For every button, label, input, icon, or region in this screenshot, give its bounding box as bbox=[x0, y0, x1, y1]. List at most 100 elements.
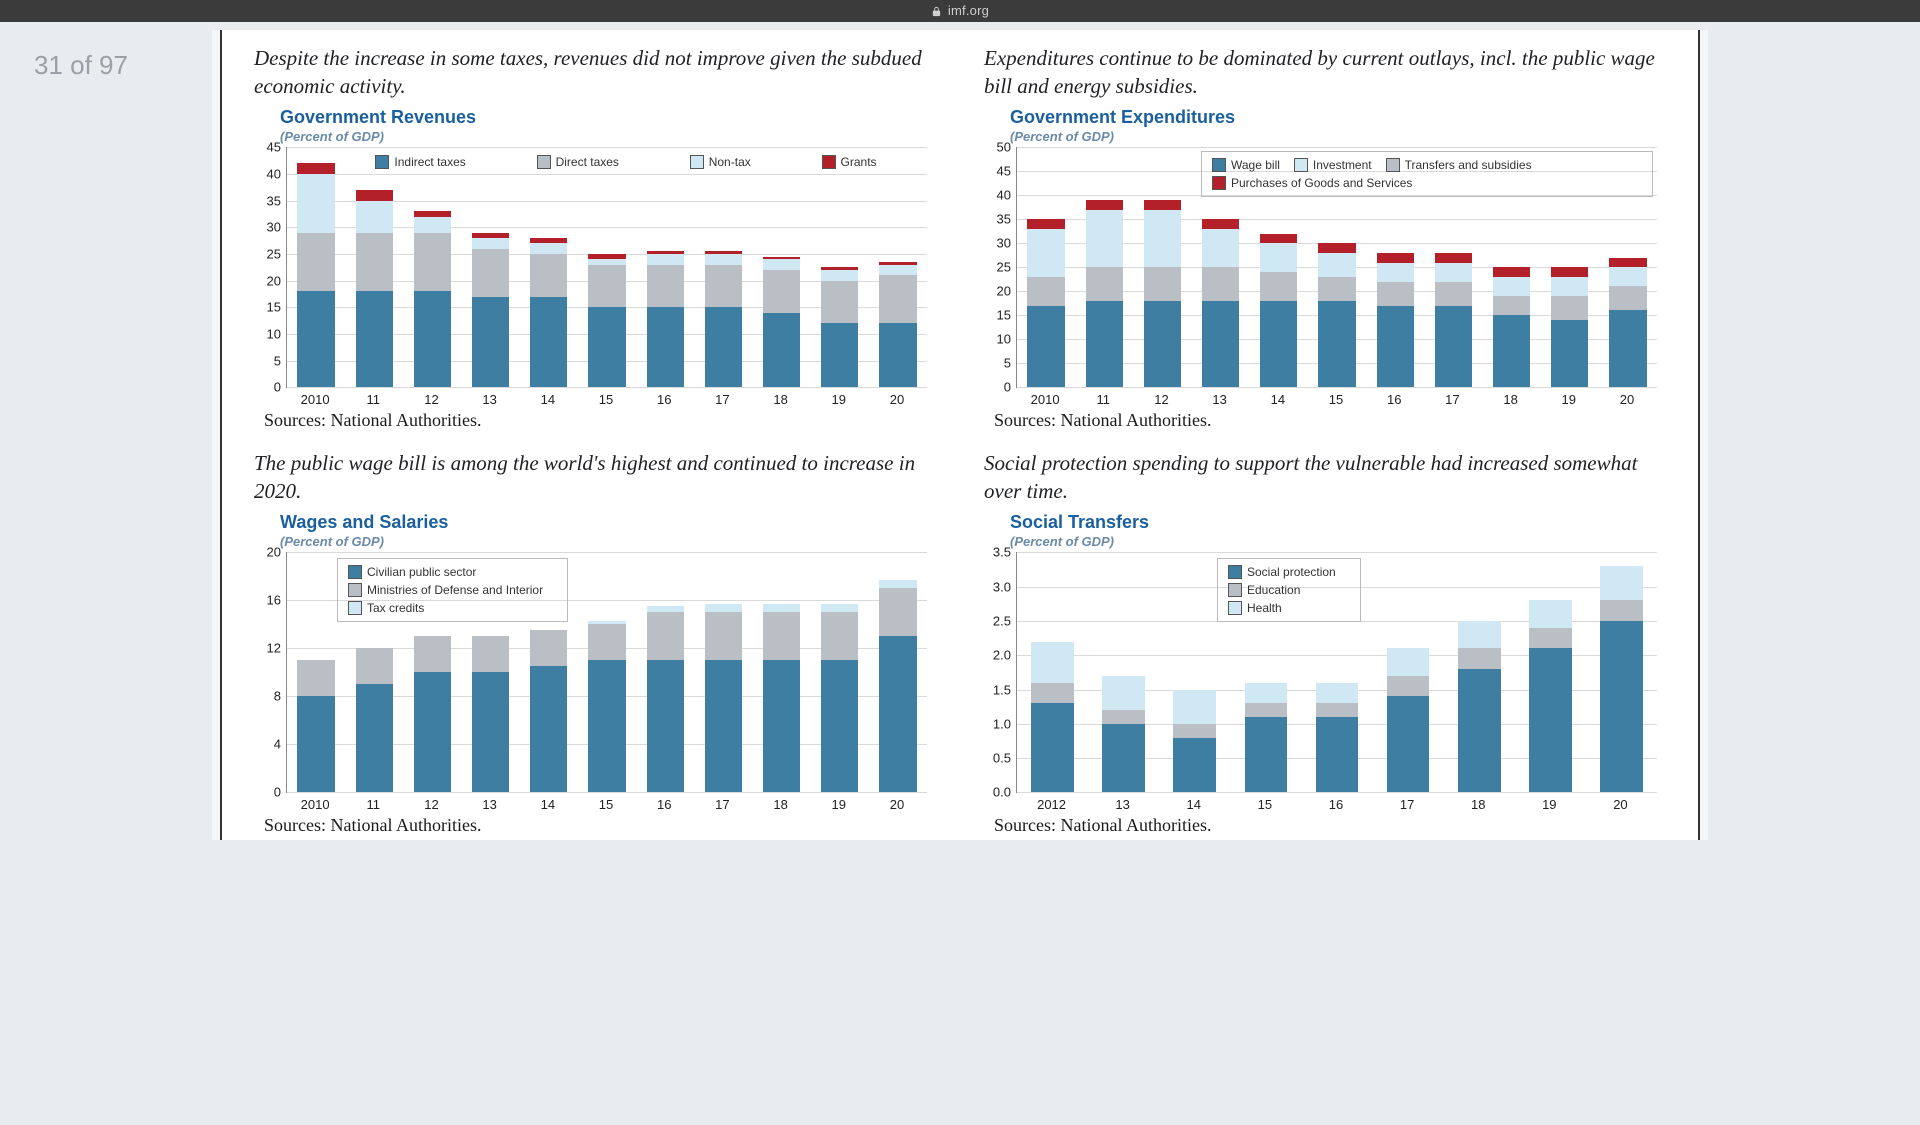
bar-segment bbox=[1435, 282, 1472, 306]
document-page: Despite the increase in some taxes, reve… bbox=[220, 30, 1700, 840]
y-tick-label: 20 bbox=[267, 545, 287, 560]
chart-legend: Wage billInvestmentTransfers and subsidi… bbox=[1201, 151, 1653, 197]
legend-label: Indirect taxes bbox=[394, 155, 465, 169]
bar-segment bbox=[1435, 253, 1472, 263]
x-tick-label: 15 bbox=[577, 392, 635, 407]
chart-expenditures: 05101520253035404550Wage billInvestmentT… bbox=[982, 147, 1660, 407]
x-tick-label: 13 bbox=[461, 392, 519, 407]
bar-segment bbox=[1260, 301, 1297, 387]
bar-segment bbox=[821, 270, 858, 281]
x-tick-label: 15 bbox=[577, 797, 635, 812]
legend-swatch bbox=[1386, 158, 1400, 172]
bar-segment bbox=[763, 259, 800, 270]
legend-item: Non-tax bbox=[690, 155, 751, 169]
bar-segment bbox=[1529, 648, 1572, 792]
bar-segment bbox=[1600, 621, 1643, 792]
bar-segment bbox=[530, 666, 567, 792]
bar-segment bbox=[1493, 296, 1530, 315]
bar-segment bbox=[472, 238, 509, 249]
bar-segment bbox=[1493, 315, 1530, 387]
bar-segment bbox=[297, 696, 334, 792]
y-tick-label: 50 bbox=[997, 140, 1017, 155]
legend-item: Investment bbox=[1294, 158, 1372, 172]
bar-segment bbox=[1102, 724, 1145, 793]
legend-swatch bbox=[537, 155, 551, 169]
y-tick-label: 5 bbox=[274, 353, 287, 368]
legend-item: Purchases of Goods and Services bbox=[1212, 176, 1412, 190]
y-tick-label: 0.5 bbox=[993, 751, 1017, 766]
chart-title: Social Transfers bbox=[1010, 512, 1668, 534]
bar-segment bbox=[1027, 306, 1064, 388]
bar-segment bbox=[1551, 320, 1588, 387]
legend-item: Civilian public sector bbox=[348, 565, 476, 579]
bar-segment bbox=[297, 163, 334, 174]
bar-segment bbox=[588, 265, 625, 308]
bar-segment bbox=[1102, 676, 1145, 710]
bar-segment bbox=[879, 323, 916, 387]
bar-segment bbox=[1316, 683, 1359, 704]
bar-segment bbox=[647, 612, 684, 660]
bar-segment bbox=[1144, 301, 1181, 387]
legend-label: Tax credits bbox=[367, 601, 424, 615]
x-tick-label: 20 bbox=[1585, 797, 1656, 812]
legend-swatch bbox=[1228, 583, 1242, 597]
x-tick-label: 20 bbox=[1598, 392, 1656, 407]
bar-segment bbox=[414, 291, 451, 387]
x-tick-label: 15 bbox=[1229, 797, 1300, 812]
y-tick-label: 12 bbox=[267, 641, 287, 656]
y-tick-label: 15 bbox=[267, 300, 287, 315]
bar-segment bbox=[1458, 621, 1501, 648]
bar-segment bbox=[1387, 696, 1430, 792]
panel-expenditures: Expenditures continue to be dominated by… bbox=[982, 44, 1668, 431]
y-tick-label: 35 bbox=[267, 193, 287, 208]
bar-segment bbox=[1316, 703, 1359, 717]
x-tick-label: 14 bbox=[519, 392, 577, 407]
legend-item: Direct taxes bbox=[537, 155, 619, 169]
legend-swatch bbox=[1212, 176, 1226, 190]
bar-segment bbox=[1316, 717, 1359, 792]
x-tick-label: 2010 bbox=[286, 392, 344, 407]
bar-segment bbox=[879, 588, 916, 636]
y-tick-label: 30 bbox=[997, 236, 1017, 251]
x-tick-label: 19 bbox=[1540, 392, 1598, 407]
bar-segment bbox=[705, 265, 742, 308]
bar-segment bbox=[1031, 683, 1074, 704]
lock-icon bbox=[931, 6, 942, 17]
y-tick-label: 35 bbox=[997, 212, 1017, 227]
y-tick-label: 1.5 bbox=[993, 682, 1017, 697]
bar-segment bbox=[1027, 229, 1064, 277]
bar-segment bbox=[1086, 267, 1123, 301]
y-tick-label: 15 bbox=[997, 308, 1017, 323]
bar-segment bbox=[472, 672, 509, 792]
chart-title: Government Revenues bbox=[280, 107, 938, 129]
legend-item: Social protection bbox=[1228, 565, 1336, 579]
bar-segment bbox=[588, 307, 625, 387]
bar-segment bbox=[647, 254, 684, 265]
x-tick-label: 17 bbox=[693, 392, 751, 407]
bar-segment bbox=[1031, 642, 1074, 683]
bar-segment bbox=[1377, 253, 1414, 263]
x-tick-label: 13 bbox=[1087, 797, 1158, 812]
bar-segment bbox=[297, 291, 334, 387]
legend-item: Transfers and subsidies bbox=[1386, 158, 1532, 172]
browser-url-bar: imf.org bbox=[0, 0, 1920, 22]
legend-label: Ministries of Defense and Interior bbox=[367, 583, 543, 597]
bar-segment bbox=[879, 265, 916, 276]
bar-segment bbox=[1031, 703, 1074, 792]
x-tick-label: 13 bbox=[1191, 392, 1249, 407]
chart-title: Wages and Salaries bbox=[280, 512, 938, 534]
bar-segment bbox=[1387, 676, 1430, 697]
x-tick-label: 12 bbox=[402, 392, 460, 407]
legend-swatch bbox=[1212, 158, 1226, 172]
legend-item: Tax credits bbox=[348, 601, 424, 615]
bar-segment bbox=[530, 254, 567, 297]
chart-subtitle: (Percent of GDP) bbox=[280, 130, 938, 143]
legend-label: Transfers and subsidies bbox=[1405, 158, 1532, 172]
chart-wages: 048121620Civilian public sectorMinistrie… bbox=[252, 552, 930, 812]
bar-segment bbox=[705, 612, 742, 660]
bar-segment bbox=[705, 254, 742, 265]
bar-segment bbox=[1086, 301, 1123, 387]
bar-segment bbox=[1458, 669, 1501, 792]
chart-legend: Civilian public sector Ministries of Defe… bbox=[337, 558, 568, 622]
legend-swatch bbox=[1228, 601, 1242, 615]
